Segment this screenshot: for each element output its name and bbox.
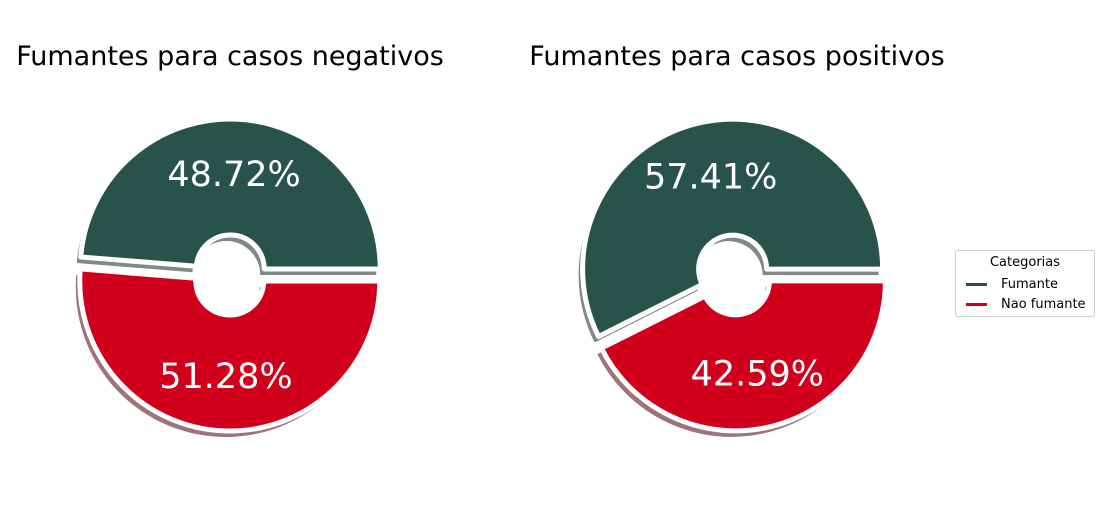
slice-nao-fumante-negative bbox=[77, 266, 383, 434]
slice-fumante-positive bbox=[580, 116, 886, 340]
legend-label-fumante: Fumante bbox=[1001, 276, 1058, 292]
chart-title-positive: Fumantes para casos positivos bbox=[529, 41, 944, 72]
chart-title-negative: Fumantes para casos negativos bbox=[16, 41, 444, 72]
slice-label-nao-fumante-positive: 42.59% bbox=[691, 354, 824, 394]
pie-chart-positive: Fumantes para casos positivos 57.41% 42.5… bbox=[529, 41, 945, 437]
slice-label-fumante-positive: 57.41% bbox=[644, 158, 777, 198]
slice-fumante-negative bbox=[78, 116, 383, 272]
pie-chart-negative: Fumantes para casos negativos 48.72% 51.2… bbox=[16, 41, 444, 437]
legend-item-nao-fumante: Nao fumante bbox=[966, 295, 1086, 313]
legend-swatch-nao-fumante bbox=[966, 302, 987, 306]
legend: Categorias Fumante Nao fumante bbox=[955, 250, 1095, 317]
legend-item-fumante: Fumante bbox=[966, 275, 1058, 293]
slice-label-fumante-negative: 48.72% bbox=[167, 155, 300, 195]
legend-swatch-fumante bbox=[966, 282, 987, 286]
slice-label-nao-fumante-negative: 51.28% bbox=[159, 357, 292, 397]
legend-label-nao-fumante: Nao fumante bbox=[1001, 296, 1086, 312]
legend-title: Categorias bbox=[989, 255, 1061, 270]
slice-nao-fumante-positive bbox=[598, 278, 888, 434]
